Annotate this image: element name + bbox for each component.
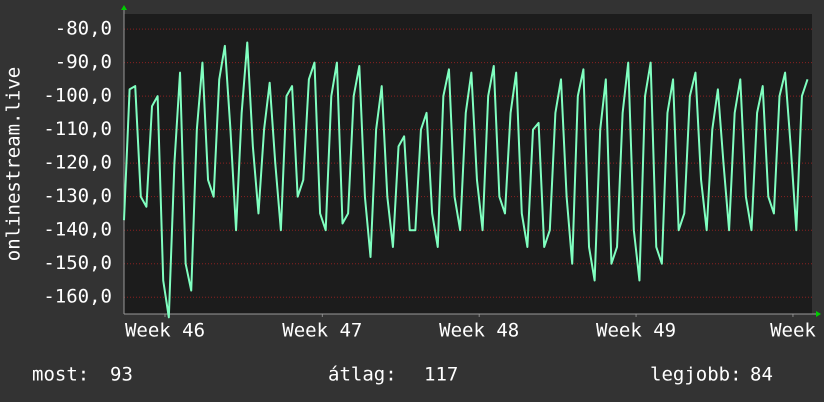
stat-label: átlag: — [328, 364, 397, 386]
y-tick-label: -130,0 — [43, 185, 112, 207]
stat-label: most: — [32, 364, 89, 386]
stat-value: 117 — [424, 364, 458, 386]
y-tick-label: -140,0 — [43, 219, 112, 241]
x-tick-label: Week — [770, 320, 816, 342]
x-tick-label: Week 46 — [125, 320, 205, 342]
x-tick-label: Week 47 — [282, 320, 362, 342]
x-tick-label: Week 49 — [596, 320, 676, 342]
x-tick-label: Week 48 — [439, 320, 519, 342]
stat-value: 93 — [110, 364, 133, 386]
y-tick-label: -90,0 — [55, 51, 112, 73]
plot-area — [124, 14, 812, 314]
stat-label: legjobb: — [650, 364, 742, 386]
data-line — [123, 41, 809, 319]
stat-value: 84 — [750, 364, 773, 386]
x-axis-arrow — [816, 311, 821, 317]
y-tick-label: -80,0 — [55, 18, 112, 40]
y-axis-arrow — [121, 5, 127, 10]
y-tick-label: -150,0 — [43, 252, 112, 274]
y-tick-label: -160,0 — [43, 286, 112, 308]
y-tick-label: -110,0 — [43, 118, 112, 140]
y-tick-label: -100,0 — [43, 85, 112, 107]
y-tick-label: -120,0 — [43, 152, 112, 174]
y-axis-label: onlinestream.live — [3, 67, 25, 261]
